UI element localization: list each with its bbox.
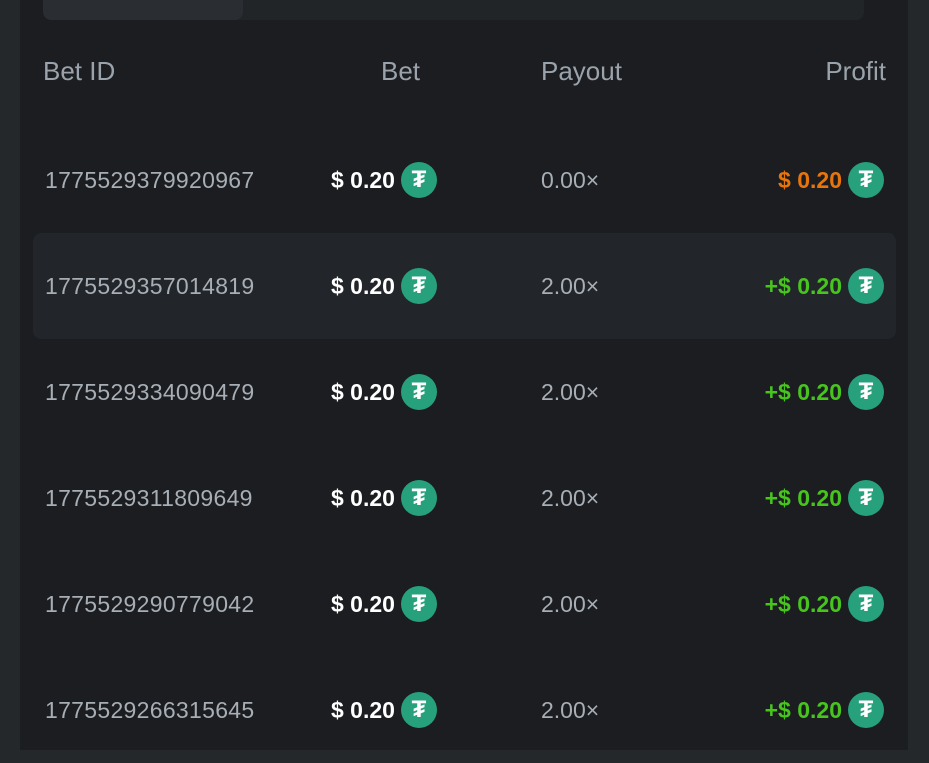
bet-id[interactable]: 1775529290779042 xyxy=(45,590,255,617)
bet-id[interactable]: 1775529334090479 xyxy=(45,378,255,405)
bet-amount: $ 0.20 ₮ xyxy=(331,339,437,445)
bet-id[interactable]: 1775529266315645 xyxy=(45,696,255,723)
header-bet: Bet xyxy=(381,56,421,86)
tether-icon: ₮ xyxy=(848,586,884,622)
payout: 2.00× xyxy=(541,484,600,511)
bet-amount: $ 0.20 ₮ xyxy=(331,551,437,657)
tether-icon: ₮ xyxy=(400,586,437,622)
tether-icon: ₮ xyxy=(848,692,884,728)
tab-bar xyxy=(43,0,864,20)
tether-icon: ₮ xyxy=(848,374,884,410)
table-row[interactable]: 1775529266315645 $ 0.20 ₮ 2.00× +$ 0.20 ₮ xyxy=(33,657,896,763)
table-row[interactable]: 1775529334090479 $ 0.20 ₮ 2.00× +$ 0.20 ₮ xyxy=(33,339,896,445)
tether-icon: ₮ xyxy=(400,692,437,728)
tab-active[interactable] xyxy=(43,0,243,20)
tether-icon: ₮ xyxy=(400,480,437,516)
bets-panel: Bet ID Bet Payout Profit 177552937992096… xyxy=(20,0,908,750)
table-row[interactable]: 1775529357014819 $ 0.20 ₮ 2.00× +$ 0.20 ₮ xyxy=(33,233,896,339)
profit-value: $ 0.20 xyxy=(778,166,842,193)
bet-amount: $ 0.20 ₮ xyxy=(331,445,437,551)
bet-value: $ 0.20 xyxy=(331,166,395,193)
table-row[interactable]: 1775529379920967 $ 0.20 ₮ 0.00× $ 0.20 ₮ xyxy=(33,127,896,233)
profit: +$ 0.20 ₮ xyxy=(765,339,884,445)
header-payout: Payout xyxy=(541,56,622,86)
profit-value: +$ 0.20 xyxy=(764,696,842,723)
bet-id[interactable]: 1775529311809649 xyxy=(45,484,253,511)
bet-amount: $ 0.20 ₮ xyxy=(331,127,437,233)
table-header: Bet ID Bet Payout Profit xyxy=(20,56,908,92)
profit: $ 0.20 ₮ xyxy=(778,127,884,233)
payout: 2.00× xyxy=(541,272,600,299)
bet-value: $ 0.20 xyxy=(331,696,395,723)
profit-value: +$ 0.20 xyxy=(764,378,842,405)
bet-value: $ 0.20 xyxy=(331,272,395,299)
bet-amount: $ 0.20 ₮ xyxy=(331,657,437,763)
bet-id[interactable]: 1775529357014819 xyxy=(45,272,255,299)
tether-icon: ₮ xyxy=(848,162,884,198)
tether-icon: ₮ xyxy=(848,268,884,304)
payout: 2.00× xyxy=(541,590,600,617)
bet-value: $ 0.20 xyxy=(331,484,395,511)
bet-amount: $ 0.20 ₮ xyxy=(331,233,437,339)
table-row[interactable]: 1775529311809649 $ 0.20 ₮ 2.00× +$ 0.20 ₮ xyxy=(33,445,896,551)
bet-value: $ 0.20 xyxy=(331,378,395,405)
bet-id[interactable]: 1775529379920967 xyxy=(45,166,255,193)
profit: +$ 0.20 ₮ xyxy=(765,657,884,763)
payout: 2.00× xyxy=(541,696,600,723)
tether-icon: ₮ xyxy=(400,162,437,198)
profit-value: +$ 0.20 xyxy=(764,272,842,299)
header-bet-id: Bet ID xyxy=(43,56,116,86)
payout: 0.00× xyxy=(541,166,600,193)
tether-icon: ₮ xyxy=(848,480,884,516)
profit-value: +$ 0.20 xyxy=(764,590,842,617)
bet-value: $ 0.20 xyxy=(331,590,395,617)
payout: 2.00× xyxy=(541,378,600,405)
profit-value: +$ 0.20 xyxy=(764,484,842,511)
profit: +$ 0.20 ₮ xyxy=(765,445,884,551)
tether-icon: ₮ xyxy=(400,268,437,304)
profit: +$ 0.20 ₮ xyxy=(765,551,884,657)
table-row[interactable]: 1775529290779042 $ 0.20 ₮ 2.00× +$ 0.20 ₮ xyxy=(33,551,896,657)
tether-icon: ₮ xyxy=(400,374,437,410)
header-profit: Profit xyxy=(825,56,886,86)
profit: +$ 0.20 ₮ xyxy=(765,233,884,339)
